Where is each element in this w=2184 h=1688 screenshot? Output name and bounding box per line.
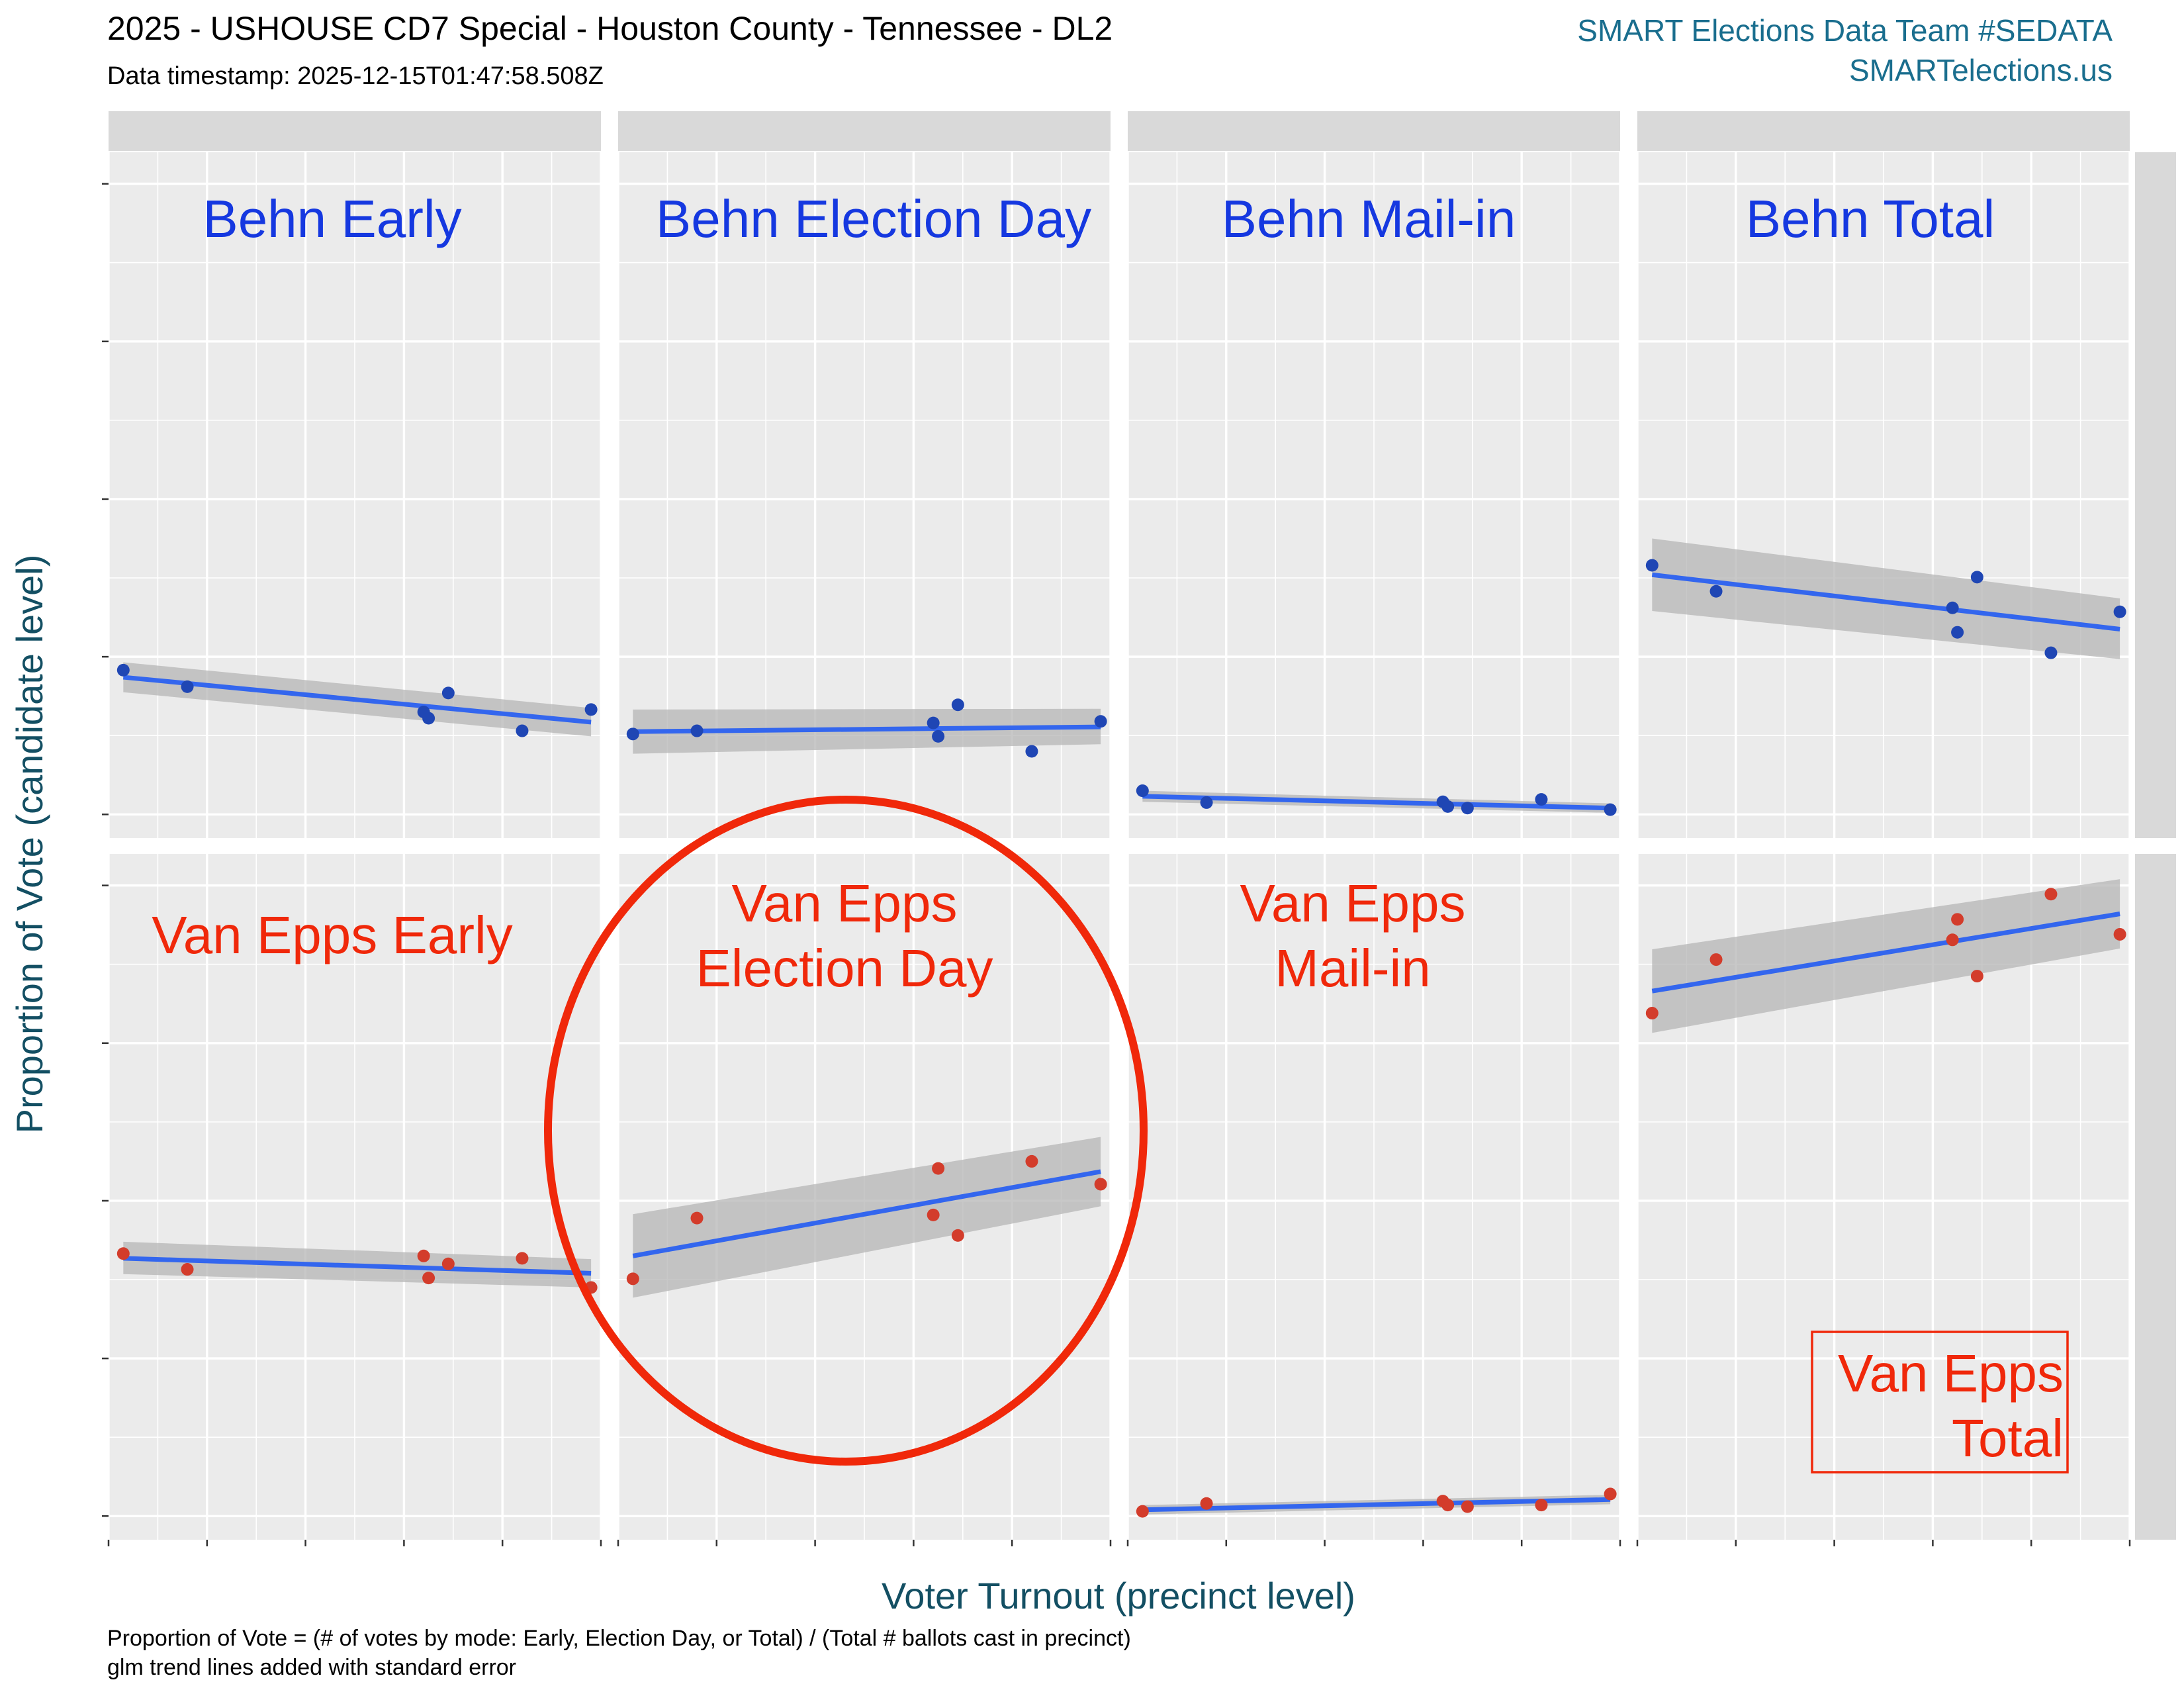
data-point [181, 680, 194, 693]
data-point [441, 686, 455, 700]
data-point [690, 1211, 704, 1225]
data-point [1094, 715, 1107, 728]
footer-trend-note: glm trend lines added with standard erro… [107, 1655, 516, 1680]
annotation-van-epps-total-line-2: Total [1952, 1409, 2064, 1468]
facet-strip-background [1128, 111, 1620, 151]
y-axis-label: Proportion of Vote (candidate level) [9, 555, 50, 1134]
data-point [1946, 933, 1959, 947]
data-point [2113, 927, 2126, 941]
data-point [1441, 1499, 1455, 1512]
data-point [516, 1252, 529, 1265]
trend-line [632, 1169, 1101, 1258]
annotation-overlay: Behn Early Behn Election Day Behn Mail-in B… [152, 189, 2069, 1474]
annotation-van-epps-election-day-line-1: Van Epps [732, 874, 958, 933]
trend-line [1142, 1497, 1611, 1513]
data-point [1535, 1499, 1548, 1512]
data-point [1645, 559, 1659, 572]
panel-grid [102, 111, 2176, 1546]
highlight-ellipse [544, 796, 1148, 1466]
facet-strip-background [1637, 111, 2130, 151]
trend-line [1651, 572, 2120, 632]
data-point [441, 1257, 455, 1270]
annotation-behn-mail-in: Behn Mail-in [1222, 189, 1516, 248]
data-point [2113, 605, 2126, 618]
trend-line [633, 724, 1101, 734]
facet-strip-background [618, 111, 1111, 151]
data-point [951, 698, 964, 712]
data-point [951, 1229, 964, 1242]
data-point [690, 724, 704, 737]
annotation-van-epps-total-line-1: Van Epps [1838, 1344, 2064, 1403]
credit-line-1: SMART Elections Data Team #SEDATA [1577, 13, 2113, 48]
data-point [1709, 953, 1723, 966]
annotation-van-epps-mail-in-line-1: Van Epps [1240, 874, 1466, 933]
data-point [116, 663, 130, 677]
confidence-band [1652, 538, 2120, 659]
data-point [181, 1263, 194, 1276]
trend-line [122, 675, 592, 725]
data-point [932, 729, 945, 743]
data-point [1970, 571, 1983, 584]
data-point [116, 1247, 130, 1260]
chart-title: 2025 - USHOUSE CD7 Special - Houston Cou… [107, 10, 1113, 47]
data-point [1604, 1487, 1617, 1501]
annotation-van-epps-early: Van Epps Early [152, 906, 512, 964]
data-point [1136, 1505, 1149, 1518]
data-point [1461, 802, 1474, 815]
annotation-behn-election-day: Behn Election Day [656, 189, 1091, 248]
data-point [932, 1162, 945, 1175]
data-point [516, 724, 529, 737]
data-point [1094, 1178, 1107, 1191]
data-point [1200, 1497, 1213, 1510]
highlight-box [1811, 1331, 2069, 1474]
data-point [1709, 585, 1723, 598]
data-point [1970, 970, 1983, 983]
row-strip-background [2135, 854, 2176, 1540]
data-point [1461, 1500, 1474, 1513]
data-point [1535, 793, 1548, 806]
annotation-behn-total: Behn Total [1746, 189, 1995, 248]
data-point [422, 1272, 435, 1285]
data-point [1136, 784, 1149, 798]
data-point [1946, 601, 1959, 614]
data-timestamp: Data timestamp: 2025-12-15T01:47:58.508Z [107, 62, 604, 90]
data-point [927, 1208, 940, 1221]
data-point [1025, 1154, 1038, 1168]
annotation-behn-early: Behn Early [203, 189, 461, 248]
data-point [584, 703, 598, 716]
data-point [1951, 913, 1964, 926]
data-point [1645, 1007, 1659, 1020]
row-strip-background [2135, 152, 2176, 838]
data-point [2044, 646, 2058, 659]
data-point [1200, 796, 1213, 809]
data-point [1025, 745, 1038, 758]
confidence-band [1652, 879, 2120, 1033]
trend-line [1142, 794, 1611, 811]
data-point [417, 1249, 430, 1262]
annotation-van-epps-mail-in-line-2: Mail-in [1275, 939, 1431, 998]
data-point [2044, 888, 2058, 901]
data-point [927, 716, 940, 729]
data-point [422, 712, 435, 725]
trend-line [1651, 912, 2120, 994]
data-point [626, 727, 639, 741]
footer-formula-note: Proportion of Vote = (# of votes by mode… [107, 1626, 1131, 1651]
data-point [626, 1272, 639, 1286]
credit-line-2: SMARTelections.us [1849, 53, 2113, 87]
trend-line [123, 1256, 592, 1276]
data-point [1441, 800, 1455, 813]
x-axis-label: Voter Turnout (precinct level) [882, 1575, 1355, 1617]
facet-strip-background [109, 111, 601, 151]
data-point [1951, 626, 1964, 639]
confidence-band [633, 1137, 1101, 1298]
annotation-van-epps-election-day-line-2: Election Day [696, 939, 993, 998]
data-point [1604, 803, 1617, 816]
